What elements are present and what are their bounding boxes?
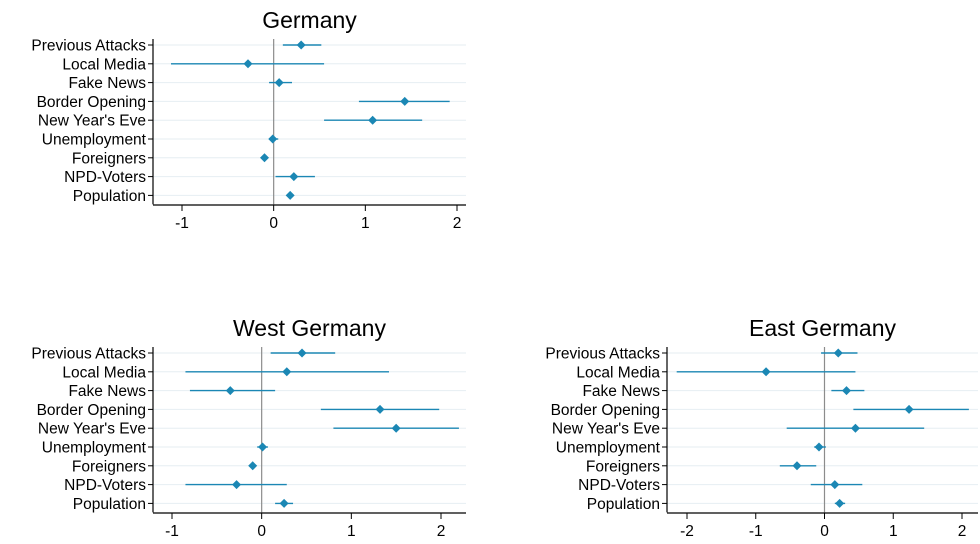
point-estimate	[232, 480, 242, 490]
point-estimate	[792, 461, 802, 471]
category-label: Fake News	[68, 75, 146, 92]
category-label: Previous Attacks	[545, 346, 660, 363]
category-label: Population	[73, 496, 146, 513]
category-label: NPD-Voters	[578, 477, 660, 494]
point-estimate	[285, 190, 295, 200]
category-label: Foreigners	[586, 458, 660, 475]
point-estimate	[761, 367, 771, 377]
point-estimate	[850, 423, 860, 433]
point-estimate	[391, 423, 401, 433]
category-label: Fake News	[582, 383, 660, 400]
panel-title: Germany	[262, 7, 357, 33]
x-tick-label: 2	[437, 523, 446, 540]
x-tick-label: 0	[257, 523, 266, 540]
category-label: New Year's Eve	[552, 421, 660, 438]
x-tick-label: 0	[820, 523, 829, 540]
point-estimate	[225, 386, 235, 396]
category-label: Local Media	[576, 364, 660, 381]
x-tick-label: -1	[165, 523, 179, 540]
category-label: Population	[587, 496, 660, 513]
category-label: NPD-Voters	[64, 477, 146, 494]
category-label: Border Opening	[37, 94, 146, 111]
point-estimate	[400, 96, 410, 106]
point-estimate	[279, 498, 289, 508]
category-label: Foreigners	[72, 150, 146, 167]
point-estimate	[814, 442, 824, 452]
category-label: Fake News	[68, 383, 146, 400]
point-estimate	[297, 348, 307, 358]
category-label: New Year's Eve	[38, 421, 146, 438]
category-label: Unemployment	[42, 132, 147, 149]
point-estimate	[243, 59, 253, 69]
point-estimate	[260, 153, 269, 163]
category-label: Border Opening	[551, 402, 660, 419]
panel-title: East Germany	[749, 315, 896, 341]
point-estimate	[296, 40, 306, 50]
x-tick-label: 1	[347, 523, 356, 540]
x-tick-label: 2	[453, 215, 462, 232]
point-estimate	[258, 442, 268, 452]
category-label: Unemployment	[556, 440, 661, 457]
category-label: Local Media	[62, 364, 146, 381]
point-estimate	[830, 480, 840, 490]
point-estimate	[904, 404, 914, 414]
point-estimate	[368, 115, 378, 125]
category-label: NPD-Voters	[64, 169, 146, 186]
category-label: Foreigners	[72, 458, 146, 475]
x-tick-label: -2	[680, 523, 694, 540]
point-estimate	[268, 134, 278, 144]
point-estimate	[842, 386, 851, 396]
category-label: Local Media	[62, 56, 146, 73]
point-estimate	[248, 461, 258, 471]
point-estimate	[375, 404, 385, 414]
category-label: Border Opening	[37, 402, 146, 419]
category-label: Unemployment	[42, 440, 147, 457]
category-label: New Year's Eve	[38, 113, 146, 130]
x-tick-label: 0	[269, 215, 278, 232]
x-tick-label: -1	[175, 215, 189, 232]
category-label: Previous Attacks	[31, 38, 146, 55]
x-tick-label: -1	[749, 523, 763, 540]
point-estimate	[274, 78, 284, 88]
point-estimate	[282, 367, 292, 377]
point-estimate	[289, 172, 299, 182]
x-tick-label: 1	[361, 215, 370, 232]
x-tick-label: 1	[889, 523, 898, 540]
category-label: Previous Attacks	[31, 346, 146, 363]
category-label: Population	[73, 188, 146, 205]
point-estimate	[833, 348, 843, 358]
panel-title: West Germany	[233, 315, 386, 341]
point-estimate	[835, 498, 845, 508]
x-tick-label: 2	[958, 523, 967, 540]
